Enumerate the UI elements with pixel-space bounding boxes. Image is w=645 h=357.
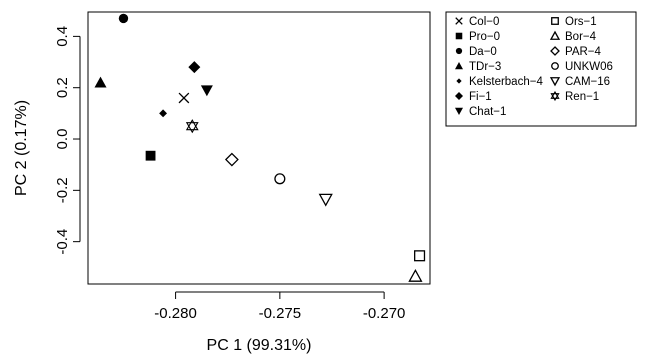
data-point-pro-0 xyxy=(145,150,156,161)
legend-item-chat-1: Chat−1 xyxy=(455,106,506,118)
data-point-par-4 xyxy=(224,152,239,167)
legend-item-da-0: Da−0 xyxy=(455,46,497,58)
legend-label: Ors−1 xyxy=(565,16,597,28)
y-axis-label: PC 2 (0.17%) xyxy=(13,100,30,196)
legend-item-ren-1: Ren−1 xyxy=(550,90,599,103)
legend-item-ors-1: Ors−1 xyxy=(551,16,597,28)
legend-marker xyxy=(549,77,561,87)
plot-frame xyxy=(87,11,431,285)
legend-marker xyxy=(456,78,462,84)
data-point-da-0 xyxy=(118,13,129,24)
legend: Col−0 Pro−0 Da−0 TDr−3 Kelsterbach−4 Fi−1 Chat… xyxy=(445,11,637,127)
legend-label: Chat−1 xyxy=(469,106,506,118)
y-tick-label: -0.2 xyxy=(54,177,71,203)
y-tick-label: 0.0 xyxy=(54,129,71,150)
data-point-bor-4 xyxy=(408,268,423,282)
data-point-tdr-3 xyxy=(94,76,107,88)
legend-label: Fi−1 xyxy=(469,91,492,103)
y-tick-label: 0.2 xyxy=(54,77,71,98)
y-tick-label: -0.4 xyxy=(54,229,71,255)
data-point-fi-1 xyxy=(188,61,201,74)
legend-item-unkw06: UNKW06 xyxy=(551,61,613,73)
legend-marker xyxy=(550,46,560,56)
data-point-col-0 xyxy=(178,92,190,104)
legend-item-col-0: Col−0 xyxy=(455,16,499,28)
legend-item-kelsterbach-4: Kelsterbach−4 xyxy=(456,76,543,88)
legend-label: Da−0 xyxy=(469,46,497,58)
legend-item-fi-1: Fi−1 xyxy=(455,91,492,103)
x-axis: -0.280 -0.275 -0.270 xyxy=(154,291,406,322)
legend-item-par-4: PAR−4 xyxy=(550,46,602,58)
legend-marker xyxy=(455,107,463,115)
legend-item-tdr-3: TDr−3 xyxy=(455,61,501,73)
y-tick-label: 0.4 xyxy=(54,26,71,47)
legend-label: Pro−0 xyxy=(469,31,500,43)
legend-marker xyxy=(455,17,463,25)
legend-item-cam-16: CAM−16 xyxy=(549,76,610,88)
legend-label: Col−0 xyxy=(469,16,499,28)
legend-marker xyxy=(455,62,463,70)
data-point-kelsterbach-4 xyxy=(159,109,168,118)
data-point-cam-16 xyxy=(318,193,333,207)
legend-label: TDr−3 xyxy=(469,61,501,73)
x-tick-label: -0.270 xyxy=(363,305,406,322)
data-points xyxy=(94,13,426,282)
legend-label: PAR−4 xyxy=(565,46,602,58)
legend-label: Kelsterbach−4 xyxy=(469,76,543,88)
legend-label: Ren−1 xyxy=(565,91,599,103)
legend-marker xyxy=(455,92,463,100)
legend-item-pro-0: Pro−0 xyxy=(455,31,500,43)
legend-label: CAM−16 xyxy=(565,76,610,88)
legend-marker xyxy=(549,30,561,40)
data-point-unkw06 xyxy=(274,173,286,185)
legend-marker xyxy=(550,90,560,102)
data-point-ren-1 xyxy=(185,119,199,134)
data-point-ors-1 xyxy=(414,250,426,262)
x-tick-label: -0.280 xyxy=(154,305,197,322)
legend-marker xyxy=(455,32,463,40)
legend-box xyxy=(445,11,637,127)
legend-label: Bor−4 xyxy=(565,31,597,43)
legend-item-bor-4: Bor−4 xyxy=(549,30,597,43)
legend-marker xyxy=(551,62,559,70)
legend-items: Col−0 Pro−0 Da−0 TDr−3 Kelsterbach−4 Fi−1 Chat… xyxy=(455,16,613,118)
x-tick-label: -0.275 xyxy=(259,305,302,322)
data-point-chat-1 xyxy=(200,85,213,97)
legend-marker xyxy=(551,17,559,25)
x-axis-label: PC 1 (99.31%) xyxy=(207,337,312,354)
y-axis: -0.4 -0.2 0.0 0.2 0.4 xyxy=(54,26,81,255)
legend-label: UNKW06 xyxy=(565,61,613,73)
legend-marker xyxy=(455,47,463,55)
